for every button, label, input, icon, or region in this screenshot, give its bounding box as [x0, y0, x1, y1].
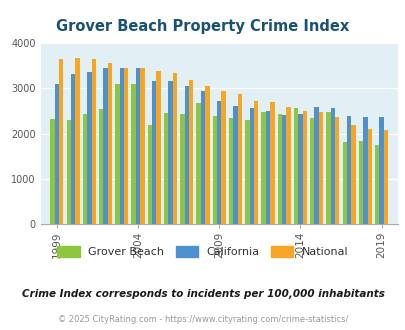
- Bar: [326, 112, 330, 224]
- Bar: [293, 108, 298, 224]
- Bar: [237, 94, 241, 224]
- Bar: [168, 81, 172, 224]
- Bar: [87, 72, 91, 224]
- Bar: [205, 86, 209, 224]
- Bar: [99, 109, 103, 224]
- Bar: [91, 59, 96, 224]
- Bar: [59, 59, 63, 224]
- Bar: [119, 68, 124, 224]
- Bar: [180, 114, 184, 224]
- Bar: [367, 129, 371, 224]
- Bar: [196, 103, 200, 224]
- Bar: [309, 118, 314, 224]
- Bar: [334, 117, 339, 224]
- Bar: [136, 68, 140, 224]
- Bar: [184, 86, 188, 224]
- Bar: [383, 130, 387, 224]
- Bar: [350, 125, 355, 224]
- Legend: Grover Beach, California, National: Grover Beach, California, National: [53, 242, 352, 262]
- Bar: [269, 102, 274, 224]
- Bar: [152, 82, 156, 224]
- Bar: [253, 101, 258, 224]
- Bar: [358, 141, 362, 224]
- Bar: [172, 73, 177, 224]
- Bar: [302, 111, 306, 224]
- Bar: [374, 145, 379, 224]
- Bar: [379, 117, 383, 224]
- Bar: [115, 84, 119, 224]
- Bar: [281, 115, 286, 224]
- Bar: [261, 112, 265, 224]
- Bar: [75, 58, 79, 224]
- Bar: [188, 80, 193, 224]
- Bar: [103, 68, 107, 224]
- Bar: [71, 74, 75, 224]
- Bar: [50, 119, 55, 224]
- Bar: [212, 116, 217, 224]
- Bar: [249, 108, 253, 224]
- Bar: [277, 114, 281, 224]
- Bar: [245, 119, 249, 224]
- Bar: [314, 107, 318, 224]
- Bar: [362, 117, 367, 224]
- Bar: [217, 101, 221, 224]
- Bar: [131, 84, 136, 224]
- Text: Grover Beach Property Crime Index: Grover Beach Property Crime Index: [56, 19, 349, 34]
- Bar: [66, 120, 71, 224]
- Text: © 2025 CityRating.com - https://www.cityrating.com/crime-statistics/: © 2025 CityRating.com - https://www.city…: [58, 315, 347, 324]
- Text: Crime Index corresponds to incidents per 100,000 inhabitants: Crime Index corresponds to incidents per…: [21, 289, 384, 299]
- Bar: [233, 106, 237, 224]
- Bar: [342, 142, 346, 224]
- Bar: [298, 114, 302, 224]
- Bar: [346, 116, 350, 224]
- Bar: [140, 68, 144, 224]
- Bar: [147, 125, 152, 224]
- Bar: [318, 112, 322, 224]
- Bar: [83, 114, 87, 224]
- Bar: [286, 107, 290, 224]
- Bar: [124, 68, 128, 224]
- Bar: [156, 71, 160, 224]
- Bar: [55, 84, 59, 224]
- Bar: [330, 108, 334, 224]
- Bar: [265, 111, 269, 224]
- Bar: [200, 90, 205, 224]
- Bar: [107, 63, 112, 224]
- Bar: [228, 118, 233, 224]
- Bar: [164, 113, 168, 224]
- Bar: [221, 90, 225, 224]
